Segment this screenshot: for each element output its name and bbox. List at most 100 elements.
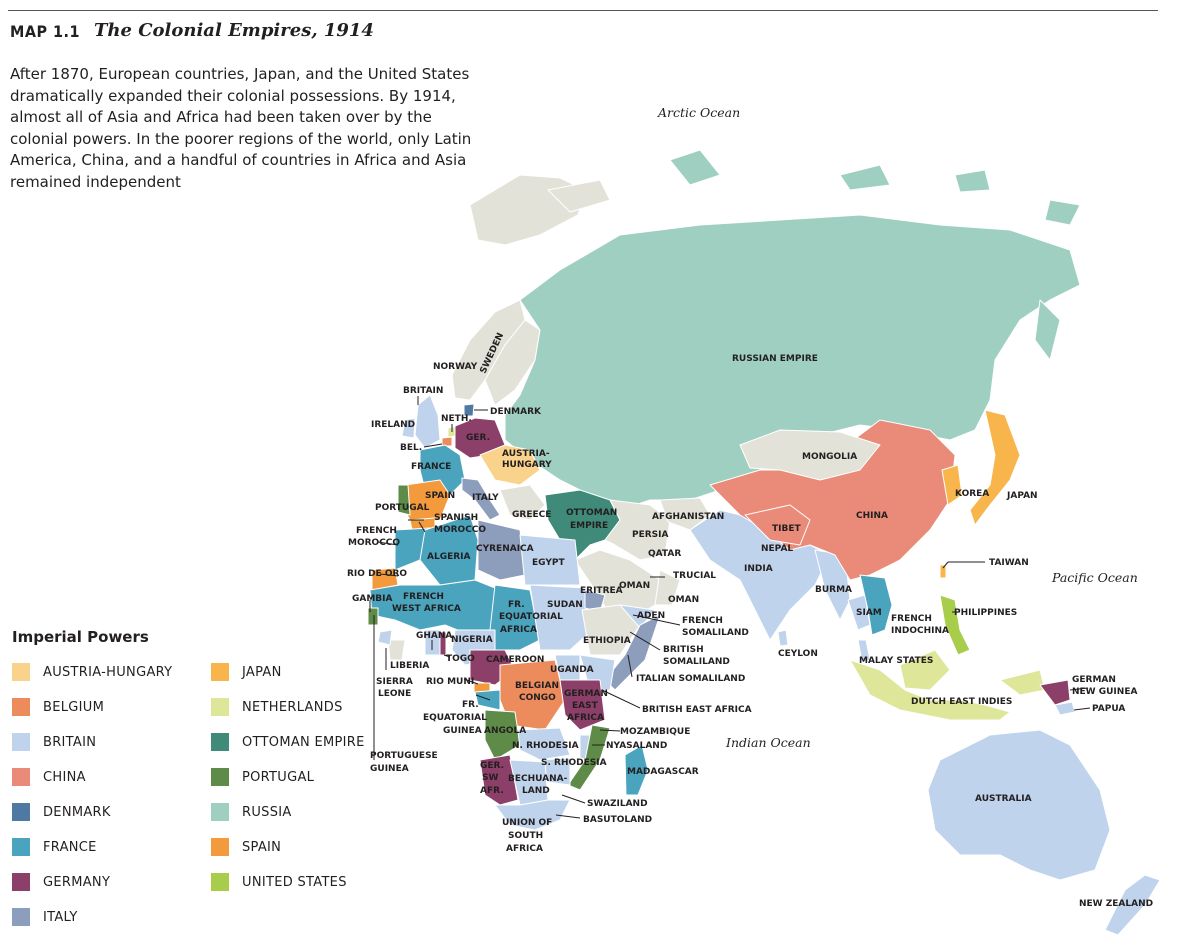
legend-item-portugal: PORTUGAL bbox=[211, 767, 314, 787]
label-french-morocco-2: MOROCCO bbox=[348, 538, 400, 548]
label-ger: GER. bbox=[466, 433, 490, 443]
label-aden: ADEN bbox=[637, 611, 665, 621]
leader-lines bbox=[369, 396, 1091, 819]
label-fr-equatorial-guinea-2: EQUATORIAL bbox=[423, 713, 487, 723]
legend-label: NETHERLANDS bbox=[242, 699, 343, 715]
label-malay-states: MALAY STATES bbox=[859, 656, 933, 666]
region-somaliland bbox=[619, 604, 656, 629]
label-nigeria: NIGERIA bbox=[451, 635, 493, 645]
label-ethiopia: ETHIOPIA bbox=[583, 636, 631, 646]
label-fr-equatorial-guinea-3: GUINEA bbox=[443, 726, 482, 736]
label-russian-empire: RUSSIAN EMPIRE bbox=[732, 354, 818, 364]
label-italy: ITALY bbox=[472, 493, 499, 503]
label-ghana: GHANA bbox=[416, 631, 452, 641]
label-spanish-morocco-1: SPANISH bbox=[434, 513, 478, 523]
label-belgian-congo-1: BELGIAN bbox=[515, 681, 559, 691]
region-japan bbox=[969, 409, 1021, 526]
region-britain bbox=[414, 394, 441, 449]
label-mozambique: MOZAMBIQUE bbox=[620, 727, 690, 737]
label-australia: AUSTRALIA bbox=[975, 794, 1032, 804]
legend-item-netherlands: NETHERLANDS bbox=[211, 697, 343, 717]
label-fr-equatorial-2: EQUATORIAL bbox=[499, 612, 563, 622]
legend-label: GERMANY bbox=[43, 874, 111, 890]
label-british-somaliland-2: SOMALILAND bbox=[663, 657, 730, 667]
label-norway: NORWAY bbox=[433, 362, 478, 372]
region-arctic-islands-russia bbox=[669, 149, 1081, 226]
label-portuguese-guinea-2: GUINEA bbox=[370, 764, 409, 774]
label-trucial: TRUCIAL bbox=[673, 571, 716, 581]
label-dutch-east-indies: DUTCH EAST INDIES bbox=[911, 697, 1012, 707]
label-british-somaliland-1: BRITISH bbox=[663, 645, 704, 655]
label-s-rhodesia: S. RHODESIA bbox=[541, 758, 607, 768]
label-german-new-guinea-1: GERMAN bbox=[1072, 675, 1116, 685]
region-ethiopia bbox=[581, 604, 641, 656]
label-papua: PAPUA bbox=[1092, 704, 1125, 714]
region-ceylon bbox=[777, 629, 789, 647]
label-spanish-morocco-2: MOROCCO bbox=[434, 525, 486, 535]
label-bel: BEL. bbox=[400, 443, 422, 453]
legend-swatch bbox=[12, 768, 30, 786]
region-sudan bbox=[529, 584, 593, 651]
label-nepal: NEPAL bbox=[761, 544, 793, 554]
region-italian-somaliland bbox=[604, 614, 661, 691]
legend-swatch bbox=[12, 698, 30, 716]
legend-label: ITALY bbox=[43, 909, 78, 925]
label-union-sa-2: SOUTH bbox=[508, 831, 543, 841]
legend-label: CHINA bbox=[43, 769, 86, 785]
label-german-new-guinea-2: NEW GUINEA bbox=[1072, 687, 1137, 697]
region-arctic-islands-west bbox=[547, 179, 611, 213]
label-madagascar: MADAGASCAR bbox=[627, 767, 699, 777]
label-french-somaliland-2: SOMALILAND bbox=[682, 628, 749, 638]
label-italian-somaliland: ITALIAN SOMALILAND bbox=[636, 674, 745, 684]
label-german-east-africa-3: AFRICA bbox=[567, 713, 604, 723]
ocean-pacific: Pacific Ocean bbox=[1051, 570, 1138, 585]
map-number: MAP 1.1 bbox=[10, 22, 81, 41]
label-fr-equatorial-3: AFRICA bbox=[500, 625, 537, 635]
legend-swatch bbox=[211, 733, 229, 751]
legend-item-italy: ITALY bbox=[12, 907, 78, 927]
label-liberia: LIBERIA bbox=[390, 661, 429, 671]
region-new-zealand bbox=[1104, 874, 1161, 936]
legend-swatch bbox=[12, 908, 30, 926]
label-austria-2: HUNGARY bbox=[502, 460, 552, 470]
legend-label: JAPAN bbox=[242, 664, 282, 680]
legend-label: OTTOMAN EMPIRE bbox=[242, 734, 365, 750]
legend-item-china: CHINA bbox=[12, 767, 86, 787]
label-swaziland: SWAZILAND bbox=[587, 799, 648, 809]
label-ger-sw-afr-3: AFR. bbox=[480, 786, 504, 796]
label-neth: NETH. bbox=[441, 414, 472, 424]
label-ger-sw-afr-2: SW bbox=[482, 773, 498, 783]
region-ireland bbox=[401, 417, 416, 439]
label-taiwan: TAIWAN bbox=[989, 558, 1029, 568]
region-fr-equatorial-guinea bbox=[474, 689, 501, 711]
label-britain: BRITAIN bbox=[403, 386, 443, 396]
region-papua bbox=[1054, 701, 1076, 716]
region-australia bbox=[927, 729, 1111, 881]
label-france: FRANCE bbox=[411, 462, 451, 472]
label-french-west-africa-1: FRENCH bbox=[403, 592, 444, 602]
label-rio-de-oro: RIO DE ORO bbox=[347, 569, 407, 579]
label-qatar: QATAR bbox=[648, 549, 681, 559]
label-british-east-africa: BRITISH EAST AFRICA bbox=[642, 705, 752, 715]
label-french-west-africa-2: WEST AFRICA bbox=[392, 604, 461, 614]
region-mozambique bbox=[567, 724, 611, 791]
label-ireland: IRELAND bbox=[371, 420, 415, 430]
region-korea bbox=[941, 464, 963, 506]
legend-label: BELGIUM bbox=[43, 699, 105, 715]
label-denmark: DENMARK bbox=[490, 407, 542, 417]
legend-swatch bbox=[12, 838, 30, 856]
label-portuguese-guinea-1: PORTUGUESE bbox=[370, 751, 438, 761]
region-togo bbox=[439, 631, 447, 656]
legend-label: BRITAIN bbox=[43, 734, 97, 750]
label-french-indochina-2: INDOCHINA bbox=[891, 626, 949, 636]
legend-swatch bbox=[12, 803, 30, 821]
region-denmark bbox=[463, 403, 475, 417]
label-algeria: ALGERIA bbox=[427, 552, 471, 562]
region-mongolia bbox=[739, 429, 881, 481]
legend-swatch bbox=[211, 768, 229, 786]
region-austria-hungary bbox=[479, 444, 541, 486]
label-sierra-leone-2: LEONE bbox=[378, 689, 411, 699]
label-n-rhodesia: N. RHODESIA bbox=[512, 741, 579, 751]
label-french-indochina-1: FRENCH bbox=[891, 614, 932, 624]
label-sudan: SUDAN bbox=[547, 600, 583, 610]
